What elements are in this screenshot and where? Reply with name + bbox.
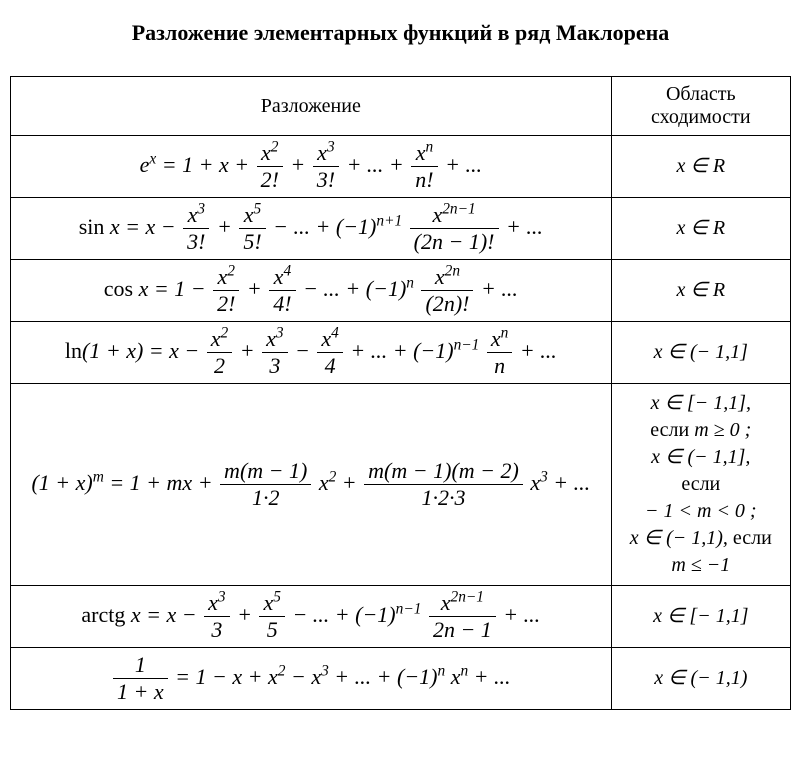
expansion-cell: arctg x = x − x33 + x55 − ... + (−1)n−1 …: [11, 586, 612, 648]
expansion-cell: sin x = x − x33! + x55! − ... + (−1)n+1 …: [11, 198, 612, 260]
convergence-cell: x ∈ R: [611, 260, 790, 322]
header-row: Разложение Область сходимости: [11, 77, 791, 136]
expansion-cell: ln(1 + x) = x − x22 + x33 − x44 + ... + …: [11, 322, 612, 384]
table-row: 11 + x = 1 − x + x2 − x3 + ... + (−1)n x…: [11, 648, 791, 710]
convergence-cell: x ∈ (− 1,1]: [611, 322, 790, 384]
convergence-cell: x ∈ R: [611, 198, 790, 260]
maclaurin-table: Разложение Область сходимости ex = 1 + x…: [10, 76, 791, 710]
convergence-cell: x ∈ (− 1,1): [611, 648, 790, 710]
expansion-cell: 11 + x = 1 − x + x2 − x3 + ... + (−1)n x…: [11, 648, 612, 710]
expansion-cell: cos x = 1 − x22! + x44! − ... + (−1)n x2…: [11, 260, 612, 322]
expansion-cell: ex = 1 + x + x22! + x33! + ... + xnn! + …: [11, 136, 612, 198]
header-convergence: Область сходимости: [611, 77, 790, 136]
table-row: sin x = x − x33! + x55! − ... + (−1)n+1 …: [11, 198, 791, 260]
table-row: arctg x = x − x33 + x55 − ... + (−1)n−1 …: [11, 586, 791, 648]
expansion-cell: (1 + x)m = 1 + mx + m(m − 1)1·2 x2 + m(m…: [11, 384, 612, 586]
table-row: (1 + x)m = 1 + mx + m(m − 1)1·2 x2 + m(m…: [11, 384, 791, 586]
table-row: cos x = 1 − x22! + x44! − ... + (−1)n x2…: [11, 260, 791, 322]
table-row: ln(1 + x) = x − x22 + x33 − x44 + ... + …: [11, 322, 791, 384]
convergence-cell: x ∈ [− 1,1]: [611, 586, 790, 648]
page-title: Разложение элементарных функций в ряд Ма…: [10, 20, 791, 46]
header-expansion: Разложение: [11, 77, 612, 136]
table-row: ex = 1 + x + x22! + x33! + ... + xnn! + …: [11, 136, 791, 198]
convergence-cell: x ∈ [− 1,1],если m ≥ 0 ;x ∈ (− 1,1],если…: [611, 384, 790, 586]
convergence-cell: x ∈ R: [611, 136, 790, 198]
